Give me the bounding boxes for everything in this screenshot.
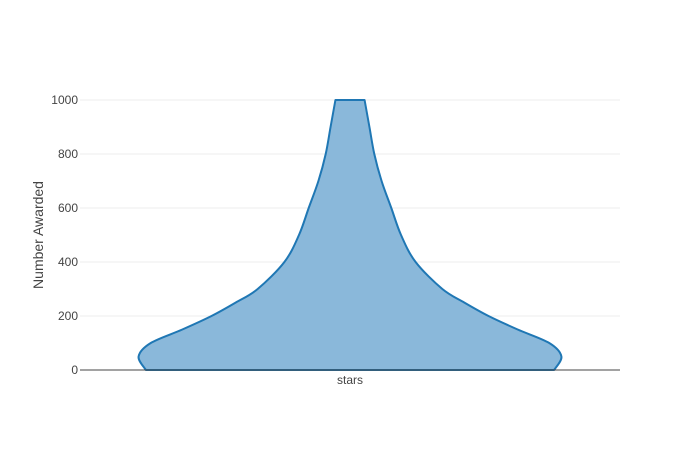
x-tick-label-stars: stars: [337, 373, 363, 387]
y-tick-label-400: 400: [58, 255, 78, 269]
y-axis-title: Number Awarded: [30, 181, 46, 289]
violin-layer: [137, 99, 563, 371]
y-tick-label-0: 0: [71, 363, 78, 377]
y-tick-label-600: 600: [58, 201, 78, 215]
x-tick-labels: stars: [337, 373, 363, 387]
violin-stars: [137, 99, 563, 371]
y-tick-label-800: 800: [58, 147, 78, 161]
y-tick-label-1000: 1000: [51, 93, 78, 107]
y-tick-labels: 0 200 400 600 800 1000: [51, 93, 78, 377]
y-tick-label-200: 200: [58, 309, 78, 323]
